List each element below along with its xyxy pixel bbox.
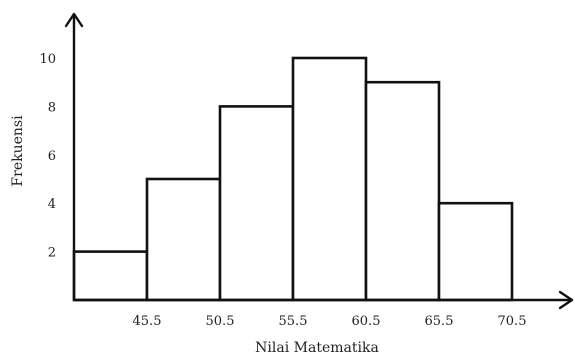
- x-tick-label: 70.5: [498, 314, 527, 329]
- histogram-bar-6: [437, 201, 514, 302]
- x-axis-arrowhead: [558, 290, 574, 310]
- x-tick-label: 50.5: [206, 314, 235, 329]
- y-axis-arrowhead: [64, 12, 84, 28]
- x-tick-label: 45.5: [133, 314, 162, 329]
- histogram-bar-2: [145, 177, 222, 302]
- labels-layer: 45.5 50.5 55.5 60.5 65.5 70.5 2 4 6 8 10: [39, 52, 526, 329]
- x-tick-label: 65.5: [425, 314, 454, 329]
- histogram-bar-5: [364, 80, 441, 302]
- y-tick-label: 4: [48, 197, 56, 212]
- y-axis-title: Frekuensi: [10, 115, 26, 187]
- x-axis-title: Nilai Matematika: [255, 340, 379, 356]
- y-tick-label: 2: [48, 246, 56, 261]
- x-tick-label: 55.5: [279, 314, 308, 329]
- histogram-bar-3: [218, 105, 295, 302]
- x-tick-label: 60.5: [352, 314, 381, 329]
- histogram-bar-4: [291, 56, 368, 302]
- bars-layer: [72, 56, 514, 302]
- axes-layer: [64, 12, 574, 310]
- y-tick-label: 6: [48, 149, 56, 164]
- y-tick-label: 10: [39, 52, 56, 67]
- histogram-bar-1: [72, 250, 149, 302]
- y-tick-label: 8: [48, 100, 56, 115]
